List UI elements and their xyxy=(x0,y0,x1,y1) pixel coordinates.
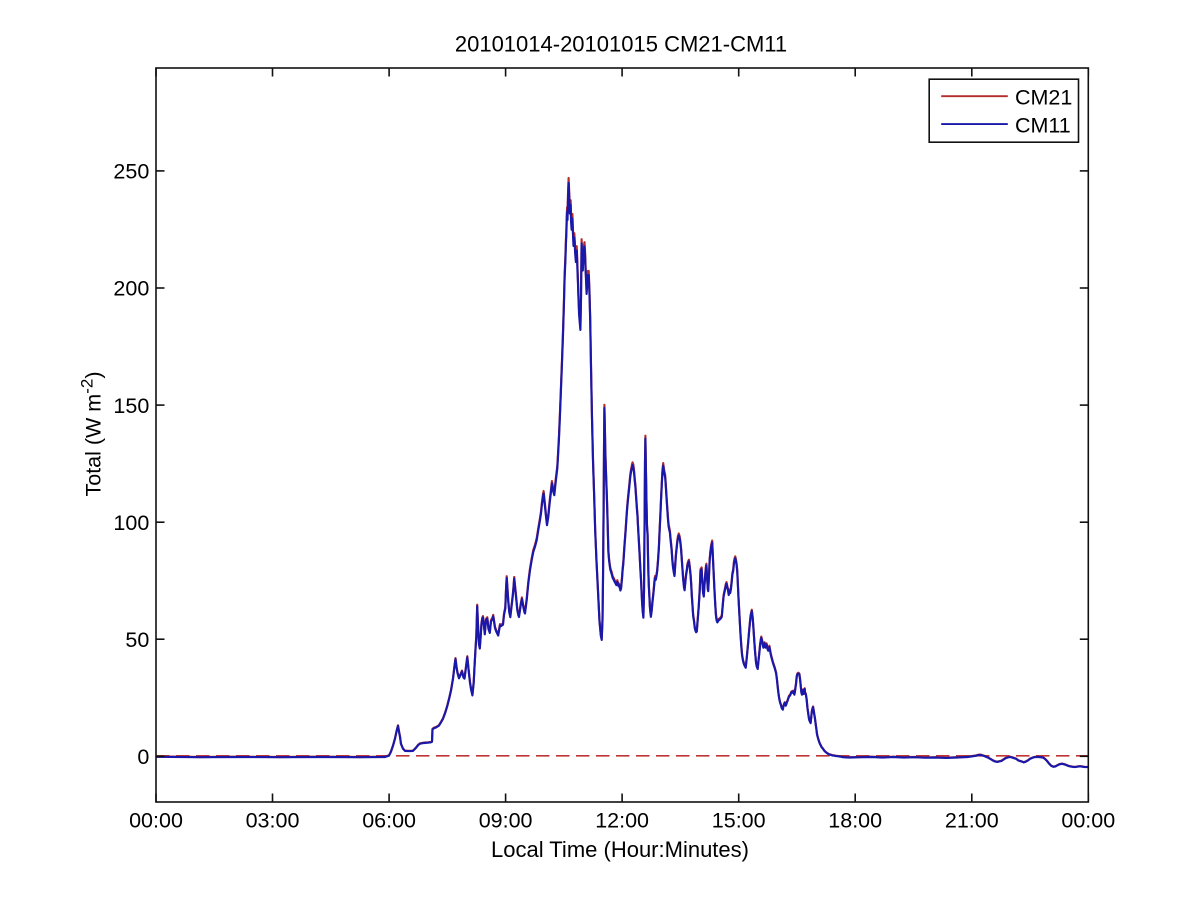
svg-text:CM21: CM21 xyxy=(1015,85,1072,109)
svg-text:06:00: 06:00 xyxy=(362,809,416,833)
svg-text:0: 0 xyxy=(137,745,149,769)
svg-text:03:00: 03:00 xyxy=(246,809,300,833)
svg-text:00:00: 00:00 xyxy=(1061,809,1115,833)
svg-text:Local Time (Hour:Minutes): Local Time (Hour:Minutes) xyxy=(491,837,749,862)
svg-text:18:00: 18:00 xyxy=(828,809,882,833)
svg-text:12:00: 12:00 xyxy=(595,809,649,833)
svg-text:00:00: 00:00 xyxy=(129,809,183,833)
svg-text:15:00: 15:00 xyxy=(712,809,766,833)
svg-text:150: 150 xyxy=(113,394,149,418)
svg-text:09:00: 09:00 xyxy=(479,809,533,833)
svg-text:250: 250 xyxy=(113,160,149,184)
svg-text:21:00: 21:00 xyxy=(945,809,999,833)
svg-text:200: 200 xyxy=(113,277,149,301)
svg-text:100: 100 xyxy=(113,511,149,535)
svg-text:CM11: CM11 xyxy=(1015,114,1071,138)
svg-text:20101014-20101015 CM21-CM11: 20101014-20101015 CM21-CM11 xyxy=(455,32,787,57)
svg-text:50: 50 xyxy=(125,628,149,652)
